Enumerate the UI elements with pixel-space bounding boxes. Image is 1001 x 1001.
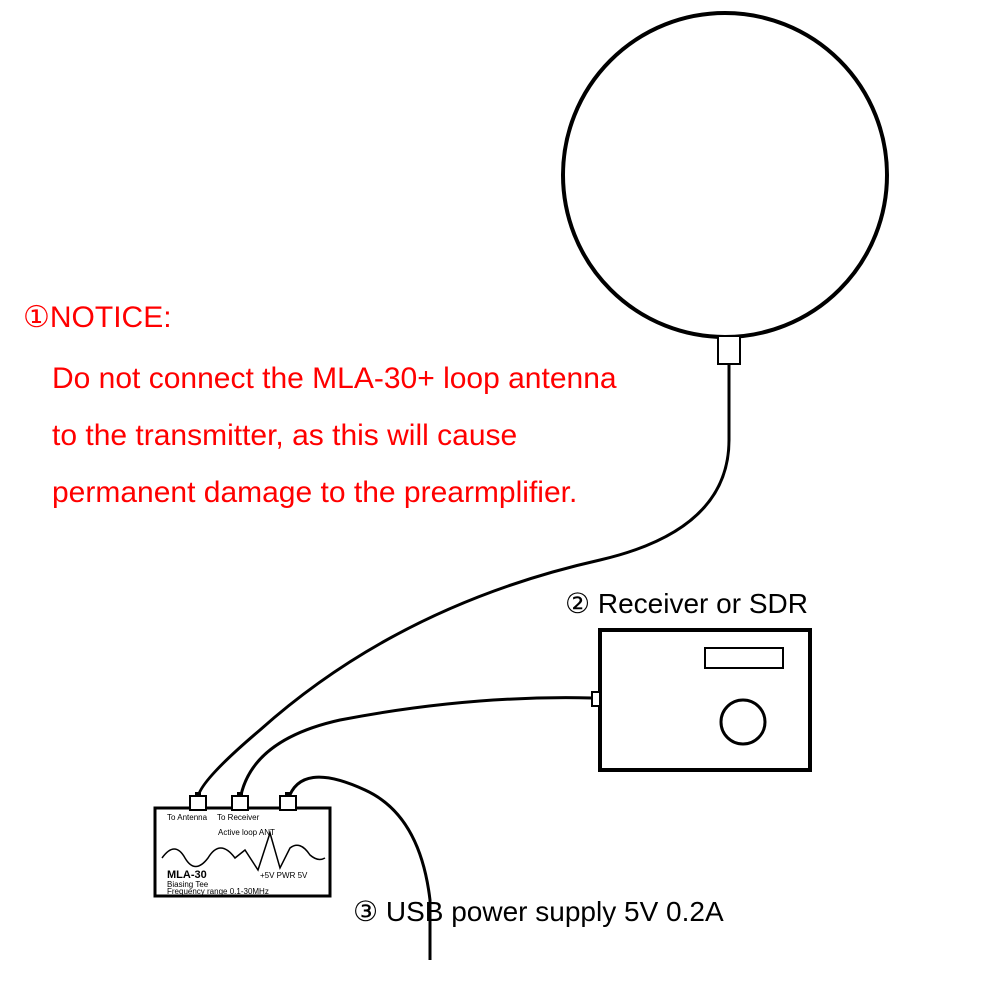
notice-line3: permanent damage to the prearmplifier.: [52, 464, 577, 521]
notice-header: ①NOTICE:: [23, 300, 172, 335]
notice-line1: Do not connect the MLA-30+ loop antenna: [52, 350, 617, 407]
usb-label: ③ USB power supply 5V 0.2A: [353, 895, 724, 928]
notice-line2: to the transmitter, as this will cause: [52, 407, 517, 464]
mla-label-power: +5V PWR 5V: [260, 871, 308, 880]
receiver-cable: [240, 698, 592, 800]
mla-label-freq: Frequency range 0.1-30MHz: [167, 887, 269, 896]
receiver-input: [592, 692, 600, 706]
antenna-connector: [718, 336, 740, 364]
receiver-label: ② Receiver or SDR: [565, 587, 808, 620]
loop-antenna: [563, 13, 887, 337]
mla-connector-3: [280, 796, 296, 810]
receiver-screen: [705, 648, 783, 668]
mla-connector-1: [190, 796, 206, 810]
mla-connector-2: [232, 796, 248, 810]
receiver-knob: [721, 700, 765, 744]
mla-label-antenna: To Antenna: [167, 813, 208, 822]
mla-label-receiver: To Receiver: [217, 813, 260, 822]
mla-label-active: Active loop ANT: [218, 828, 275, 837]
